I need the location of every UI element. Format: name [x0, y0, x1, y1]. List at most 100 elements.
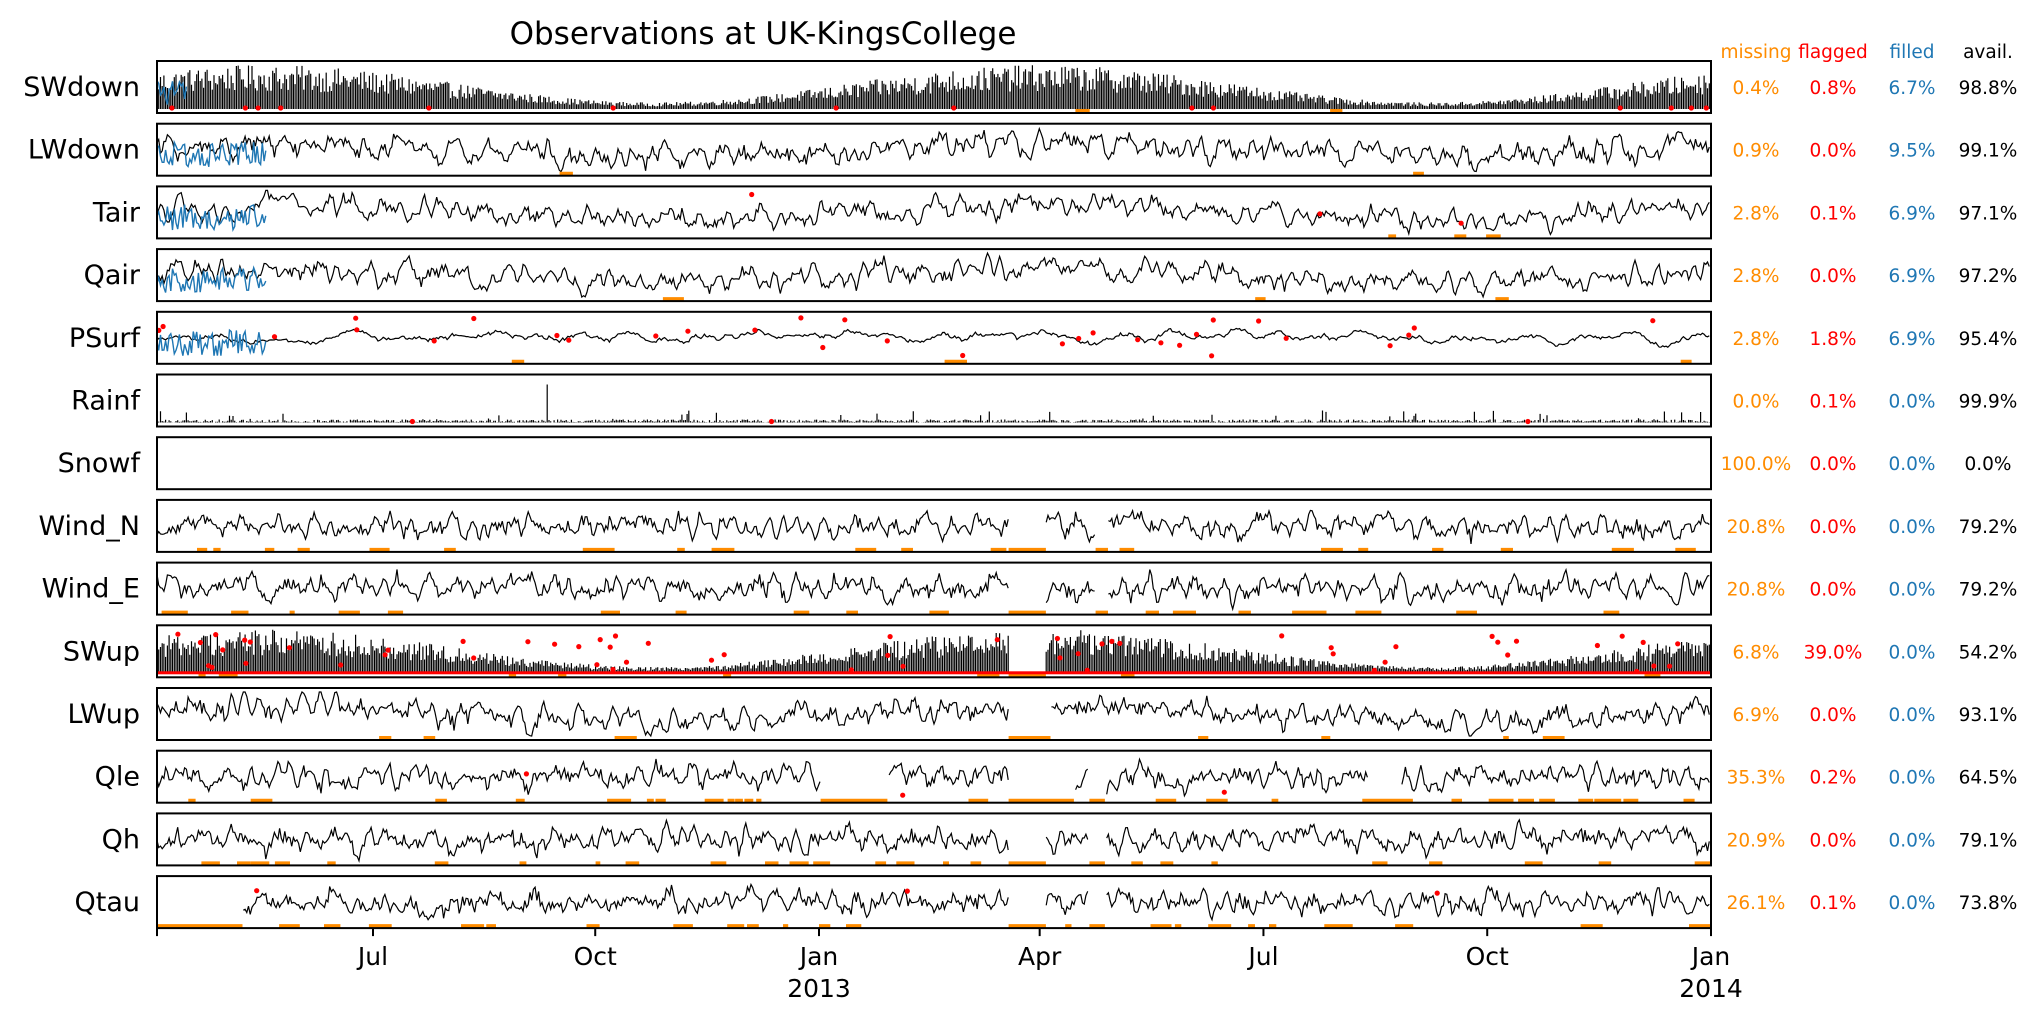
- stat-missing: 6.9%: [1733, 705, 1780, 726]
- flagged-point: [220, 647, 226, 653]
- series-label: Qh: [102, 824, 140, 855]
- flagged-point: [1634, 668, 1640, 674]
- stat-flagged: 0.2%: [1810, 768, 1857, 789]
- stat-flagged: 39.0%: [1804, 642, 1863, 663]
- panel-swdown: SWdown 0.4% 0.8% 6.7% 98.8%: [23, 60, 2017, 114]
- header-avail: avail.: [1963, 42, 2013, 63]
- stat-missing: 0.9%: [1733, 141, 1780, 162]
- series-trace: [156, 757, 1710, 798]
- stat-filled: 0.0%: [1889, 768, 1936, 789]
- stat-missing: 2.8%: [1733, 329, 1780, 350]
- stat-avail: 93.1%: [1959, 705, 2018, 726]
- filled-trace: [156, 204, 267, 232]
- flagged-point: [1411, 325, 1417, 331]
- flagged-point: [1640, 639, 1646, 646]
- stat-flagged: 0.8%: [1810, 78, 1857, 99]
- flagged-point: [1650, 318, 1656, 324]
- stat-missing: 100.0%: [1721, 454, 1792, 475]
- flagged-point: [833, 105, 839, 111]
- flagged-point: [610, 666, 616, 673]
- series-label: LWup: [67, 699, 140, 730]
- series-label: PSurf: [69, 323, 142, 354]
- flagged-point: [842, 317, 848, 323]
- flagged-point: [1256, 318, 1262, 324]
- series-trace: [243, 882, 1710, 922]
- flagged-point: [278, 105, 284, 111]
- x-tick-label: Oct: [1466, 942, 1509, 971]
- series-trace: [156, 508, 1710, 544]
- flagged-point: [1283, 335, 1289, 341]
- flagged-point: [994, 637, 1000, 643]
- flagged-point: [243, 660, 249, 666]
- stat-flagged: 0.0%: [1810, 580, 1857, 601]
- flagged-point: [1703, 105, 1709, 111]
- flagged-point: [1090, 330, 1096, 336]
- flagged-point: [1688, 105, 1694, 111]
- flagged-point: [1619, 633, 1625, 639]
- flagged-point: [1209, 353, 1215, 359]
- flagged-point: [1076, 335, 1082, 342]
- flagged-point: [610, 105, 616, 111]
- panel-qair: Qair 2.8% 0.0% 6.9% 97.2%: [84, 248, 2017, 303]
- flagged-point: [645, 640, 651, 646]
- stat-filled: 0.0%: [1889, 392, 1936, 413]
- flagged-point: [820, 344, 826, 351]
- stat-avail: 79.2%: [1959, 580, 2018, 601]
- panel-frame: [156, 60, 1712, 114]
- stat-flagged: 0.0%: [1810, 266, 1857, 287]
- flagged-point: [1177, 342, 1183, 348]
- stat-avail: 95.4%: [1959, 329, 2018, 350]
- filled-trace: [156, 79, 188, 105]
- series-label: Qtau: [75, 887, 141, 918]
- flagged-point: [1387, 343, 1393, 349]
- stat-flagged: 0.0%: [1810, 454, 1857, 475]
- panel-frame: [156, 122, 1712, 177]
- flagged-point: [1210, 317, 1216, 323]
- flagged-point: [1135, 337, 1141, 343]
- stat-flagged: 0.0%: [1810, 141, 1857, 162]
- flagged-point: [1158, 340, 1164, 346]
- series-trace: [156, 189, 1710, 237]
- stat-filled: 0.0%: [1889, 830, 1936, 851]
- flagged-point: [566, 337, 572, 343]
- flagged-point: [525, 639, 531, 645]
- flagged-point: [594, 662, 600, 668]
- panel-frame: [156, 436, 1712, 491]
- flagged-point: [653, 333, 659, 339]
- stat-avail: 73.8%: [1959, 893, 2018, 914]
- stat-filled: 0.0%: [1889, 893, 1936, 914]
- flagged-point: [523, 771, 530, 777]
- stat-missing: 20.9%: [1727, 830, 1786, 851]
- panel-frame: [156, 498, 1712, 553]
- panel-frame: [156, 373, 1712, 428]
- panel-qh: Qh 20.9% 0.0% 0.0% 79.1%: [102, 812, 2017, 867]
- stat-missing: 20.8%: [1727, 580, 1786, 601]
- flagged-point: [1594, 642, 1600, 649]
- flagged-point: [426, 105, 432, 111]
- stat-filled: 6.9%: [1889, 203, 1936, 224]
- flagged-point: [1382, 659, 1388, 665]
- flagged-point: [904, 888, 910, 894]
- stat-missing: 20.8%: [1727, 517, 1786, 538]
- series-trace: [156, 691, 1710, 738]
- flagged-point: [169, 105, 175, 111]
- filled-trace: [156, 328, 267, 357]
- flagged-point: [768, 418, 775, 425]
- series-trace: [156, 126, 1710, 173]
- flagged-point: [1317, 211, 1323, 217]
- flagged-point: [1109, 638, 1115, 645]
- panel-tair: Tair 2.8% 0.1% 6.9% 97.1%: [92, 185, 2017, 240]
- flagged-point: [1458, 220, 1464, 226]
- flagged-point: [409, 418, 415, 425]
- flagged-point: [1666, 663, 1673, 669]
- series-label: Snowf: [58, 448, 142, 479]
- flagged-point: [1513, 638, 1520, 644]
- header-missing: missing: [1720, 42, 1791, 63]
- header-flagged: flagged: [1798, 42, 1868, 63]
- flagged-point: [1489, 633, 1495, 640]
- filled-trace: [156, 265, 267, 293]
- panel-frame: [156, 561, 1712, 616]
- series-label: Wind_E: [42, 574, 140, 605]
- x-tick-label: Jul: [1246, 942, 1278, 971]
- flagged-point: [1617, 105, 1623, 111]
